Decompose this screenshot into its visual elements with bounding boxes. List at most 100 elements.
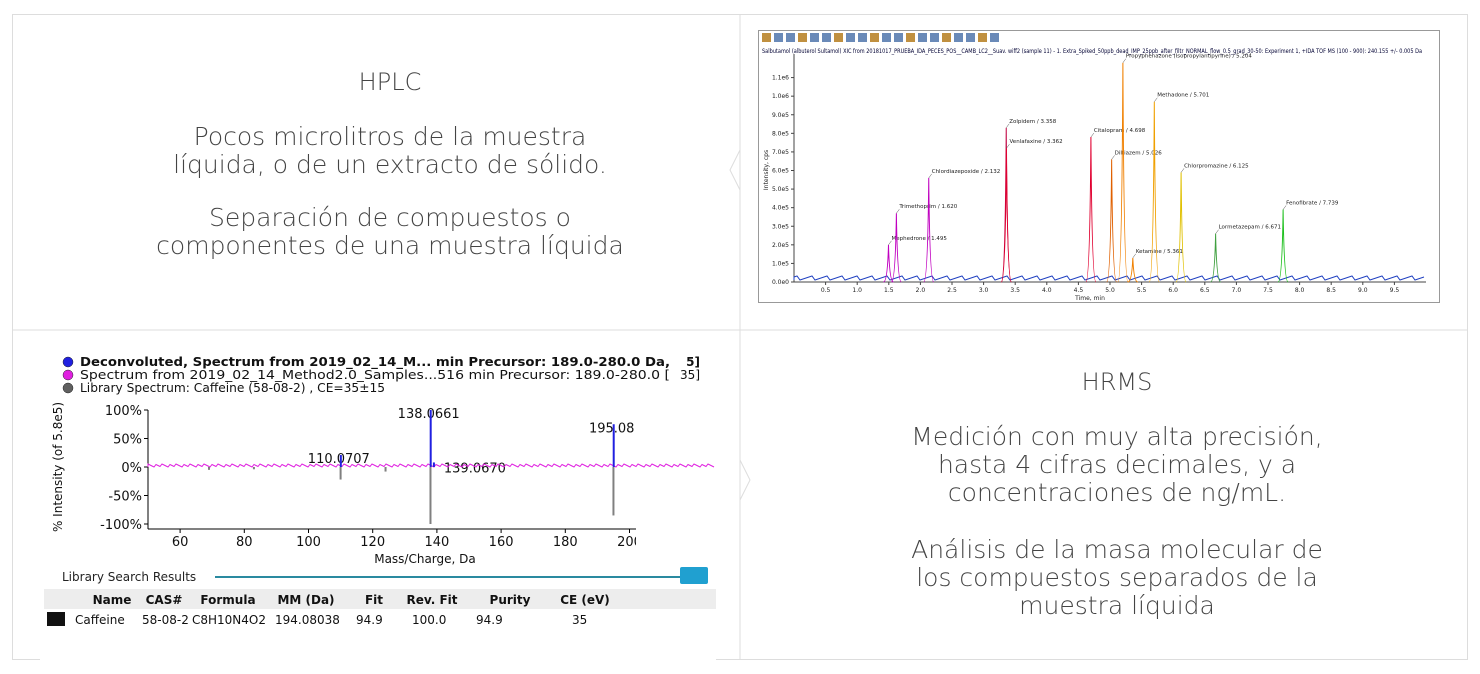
toolbar-icon (786, 33, 795, 42)
table-cell: 94.9 (356, 613, 383, 627)
toolbar-icon (978, 33, 987, 42)
x-tick-label: 4.5 (1074, 287, 1084, 294)
peak (1117, 62, 1129, 283)
x-tick-label: 4.0 (1042, 287, 1052, 294)
peak-leader (1090, 132, 1095, 138)
y-tick-label: 9.0e5 (772, 112, 789, 119)
peak-leader (1154, 97, 1158, 102)
x-tick-label: 2.0 (916, 287, 926, 294)
peak-label: Methadone / 5.701 (1157, 93, 1209, 99)
toolbar-icon (798, 33, 807, 42)
peak-leader (1180, 168, 1185, 173)
x-tick-label: 2.5 (947, 287, 957, 294)
legend-tail: 5] (686, 355, 700, 369)
y-tick-label: 0.0e0 (772, 279, 789, 286)
baseline (793, 275, 1425, 281)
peak (890, 213, 902, 283)
paragraph-line: líquida, o de un extracto de sólido. (173, 150, 607, 179)
peak-leader (1111, 155, 1115, 160)
chart-header: Salbutamol (albuterol Sultamol) XIC from… (762, 47, 1422, 55)
x-tick-label: 0.5 (821, 287, 831, 294)
toolbar-icon (954, 33, 963, 42)
peak (1277, 209, 1289, 283)
x-tick-label: 140 (424, 535, 449, 550)
toolbar-icon (810, 33, 819, 42)
section-title: HRMS (1082, 368, 1153, 396)
y-tick-label: 5.0e5 (772, 186, 789, 193)
table-cell: 35 (572, 613, 587, 627)
y-tick-label: 7.0e5 (772, 149, 789, 156)
y-axis-label: Intensity, cps (763, 150, 770, 190)
peak-label: Citalopram / 4.698 (1094, 128, 1146, 134)
y-tick-label: 2.0e5 (772, 242, 789, 249)
paragraph-line: muestra líquida (1019, 591, 1215, 620)
peak-leader (1006, 123, 1010, 128)
legend-dot (62, 356, 74, 368)
toolbar-icon (846, 33, 855, 42)
peak-label: 110.0707 (308, 452, 370, 467)
y-tick-label: 8.0e5 (772, 130, 789, 137)
x-axis-label: Time, min (1074, 295, 1105, 302)
refresh-button (680, 567, 708, 584)
y-tick-label: 50% (113, 433, 142, 448)
peak-leader (1122, 58, 1127, 63)
y-tick-label: 4.0e5 (772, 205, 789, 212)
toolbar-icon (858, 33, 867, 42)
peak (1085, 137, 1097, 283)
x-tick-label: 7.0 (1232, 287, 1242, 294)
peak-label: 195.08 (589, 421, 635, 436)
x-tick-label: 3.5 (1010, 287, 1020, 294)
x-tick-label: 180 (553, 535, 578, 550)
chromatogram-frame (758, 30, 1440, 303)
toolbar-icon (882, 33, 891, 42)
table-cell: 100.0 (412, 613, 446, 627)
toolbar-icon (966, 33, 975, 42)
toolbar-icon (930, 33, 939, 42)
peak-leader (1215, 229, 1219, 234)
x-tick-label: 5.0 (1105, 287, 1115, 294)
peak-label: Chlorpromazine / 6.125 (1184, 163, 1249, 169)
x-tick-label: 100 (296, 535, 321, 550)
paragraph-line: concentraciones de ng/mL. (948, 478, 1286, 507)
y-axis-label: % Intensity (of 5.8e5) (51, 402, 65, 532)
toolbar-icon (822, 33, 831, 42)
table-cell: C8H10N4O2 (192, 613, 266, 627)
table-cell: 194.08038 (275, 613, 340, 627)
x-tick-label: 9.5 (1390, 287, 1400, 294)
spectrum-plot: 60 80 100 120 140 160 180 200 110.0707 138.0661 13… (147, 407, 636, 550)
x-tick-label: 60 (172, 535, 189, 550)
toolbar-icon (990, 33, 999, 42)
peak-leader (1132, 253, 1137, 258)
peak-label: Diltiazem / 5.026 (1115, 150, 1163, 156)
column-header: Fit (365, 593, 383, 607)
legend-dot (62, 382, 74, 394)
column-header: Purity (490, 593, 531, 607)
section-label: Library Search Results (62, 570, 196, 584)
y-tick-label: 100% (105, 404, 142, 419)
row-icon (47, 612, 65, 626)
column-header: MM (Da) (277, 593, 334, 607)
peak-label: Chlordiazepoxide / 2.132 (932, 169, 1000, 175)
peak-label: Propyphenazone (Isopropylantipyrine) / 5… (1126, 54, 1253, 60)
peak-leader (1282, 205, 1287, 210)
pointer (739, 459, 751, 501)
peak-label: Venlafaxine / 3.362 (1009, 139, 1062, 145)
section-title: HPLC (359, 68, 422, 96)
y-tick-label: 0% (121, 461, 142, 476)
column-header: Formula (200, 593, 255, 607)
peak-label: Ketamine / 5.361 (1136, 249, 1183, 255)
peak-label: Lormetazepam / 6.671 (1219, 225, 1281, 231)
x-tick-label: 5.5 (1137, 287, 1147, 294)
peak-label: 139.0670 (444, 461, 506, 476)
y-tick-label: 6.0e5 (772, 168, 789, 175)
column-header: Rev. Fit (406, 593, 457, 607)
toolbar-icon (870, 33, 879, 42)
peak-leader (1006, 144, 1010, 149)
y-tick-label: -100% (100, 518, 142, 533)
paragraph-line: Medición con muy alta precisión, (911, 422, 1322, 451)
x-tick-label: 8.0 (1295, 287, 1305, 294)
table-cell: Caffeine (75, 613, 125, 627)
toolbar-icon (918, 33, 927, 42)
peak-label: Zolpidem / 3.358 (1009, 119, 1057, 125)
